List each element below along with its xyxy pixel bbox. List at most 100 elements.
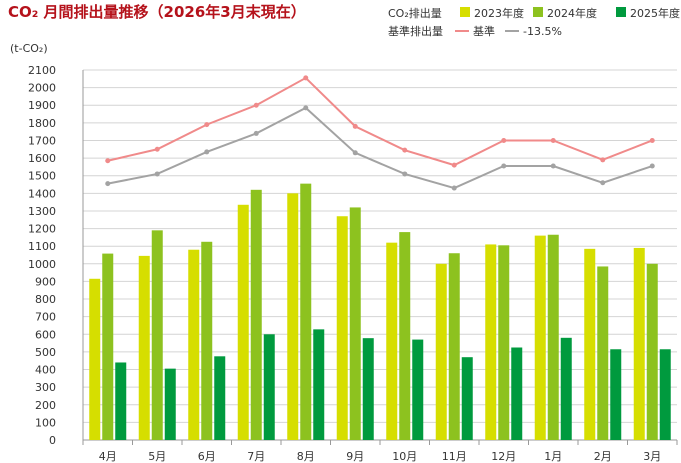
point--13.5%-4月 [105,181,111,187]
chart-title: CO₂ 月間排出量推移（2026年3月末現在） [8,3,306,21]
y-tick-label: 2100 [28,64,56,77]
point-基準-10月 [402,147,408,153]
bar-2023年度-3月 [633,247,645,440]
x-tick-label: 6月 [198,450,216,463]
legend-swatch-2023年度 [460,7,470,17]
x-tick-label: 7月 [247,450,265,463]
bar-2025年度-10月 [412,339,424,440]
x-tick-label: 8月 [297,450,315,463]
legend-label: -13.5% [523,25,562,38]
y-tick-label: 1700 [28,134,56,147]
bar-2025年度-8月 [313,329,325,440]
y-tick-label: 500 [35,346,56,359]
bar-2023年度-12月 [485,244,497,440]
y-tick-label: 300 [35,381,56,394]
bar-2024年度-4月 [102,253,114,440]
point--13.5%-11月 [451,185,457,191]
point-基準-9月 [352,123,358,129]
bar-2024年度-3月 [646,263,658,440]
bar-2025年度-3月 [659,349,671,440]
point-基準-2月 [600,157,606,163]
y-tick-label: 1400 [28,187,56,200]
bar-2025年度-9月 [362,338,374,440]
reference-lines [105,75,655,191]
x-tick-label: 3月 [643,450,661,463]
point--13.5%-10月 [402,171,408,177]
bar-2025年度-1月 [560,337,572,440]
bar-2024年度-6月 [201,241,213,440]
y-axis-ticks: 0 100 200 300 400 500 600 700 800 900 1000 1100 1200… [28,64,56,447]
legend-line-group-label: 基準排出量 [388,24,443,38]
bar-2025年度-5月 [164,368,176,440]
bar-2025年度-6月 [214,356,226,440]
y-tick-label: 0 [49,434,56,447]
legend-label: 2023年度 [474,6,524,20]
point--13.5%-3月 [649,163,655,169]
x-tick-label: 12月 [491,450,516,463]
y-tick-label: 100 [35,416,56,429]
point-基準-3月 [649,137,655,143]
bar-2023年度-4月 [89,278,101,440]
point--13.5%-1月 [550,163,556,169]
x-tick-label: 1月 [544,450,562,463]
bar-2023年度-5月 [138,255,150,440]
point--13.5%-12月 [501,163,507,169]
x-tick-label: 4月 [99,450,117,463]
y-axis-unit-label: (t-CO₂) [10,42,48,55]
bar-2024年度-1月 [547,234,559,440]
bar-2024年度-2月 [597,266,609,440]
y-tick-label: 900 [35,275,56,288]
legend-label: 2025年度 [630,6,680,20]
bar-2023年度-10月 [386,242,398,440]
legend-label: 基準 [473,24,495,38]
bar-2023年度-11月 [435,263,447,440]
point-基準-7月 [253,102,259,108]
bar-2024年度-11月 [448,253,460,440]
point--13.5%-7月 [253,130,259,136]
y-tick-label: 600 [35,328,56,341]
bar-2025年度-11月 [461,357,473,440]
point-基準-11月 [451,162,457,168]
bar-2023年度-8月 [287,193,299,440]
x-tick-label: 9月 [346,450,364,463]
bar-2023年度-1月 [534,235,546,440]
bar-2023年度-6月 [188,249,200,440]
y-tick-label: 1300 [28,205,56,218]
bar-2024年度-5月 [151,230,163,440]
bar-2024年度-12月 [498,245,510,440]
gridlines [82,69,678,445]
y-tick-label: 400 [35,364,56,377]
y-tick-label: 2000 [28,82,56,95]
bars [89,183,671,440]
bar-2024年度-8月 [300,183,312,440]
x-tick-label: 5月 [148,450,166,463]
y-tick-label: 1800 [28,117,56,130]
bar-2023年度-7月 [237,204,249,440]
legend-swatch-2024年度 [533,7,543,17]
y-tick-label: 1900 [28,99,56,112]
x-tick-label: 10月 [392,450,417,463]
point--13.5%-5月 [154,171,160,177]
point--13.5%-2月 [600,180,606,186]
legend-swatch-2025年度 [616,7,626,17]
y-tick-label: 700 [35,311,56,324]
bar-2025年度-2月 [610,349,622,440]
point-基準-1月 [550,137,556,143]
bar-2024年度-10月 [399,232,411,440]
point-基準-8月 [303,75,309,81]
point-基準-4月 [105,158,111,164]
y-tick-label: 1500 [28,170,56,183]
legend-label: 2024年度 [547,6,597,20]
point--13.5%-6月 [204,149,210,155]
y-tick-label: 1200 [28,223,56,236]
point-基準-12月 [501,137,507,143]
x-tick-label: 2月 [594,450,612,463]
bar-2024年度-7月 [250,189,262,440]
y-tick-label: 800 [35,293,56,306]
x-axis-ticks: 4月 5月 6月 7月 8月 9月 10月 11月 12月 1月 2月 3月 [99,450,662,463]
legend-bar-group-label: CO₂排出量 [388,6,442,20]
x-tick-label: 11月 [442,450,467,463]
bar-2025年度-12月 [511,347,523,440]
